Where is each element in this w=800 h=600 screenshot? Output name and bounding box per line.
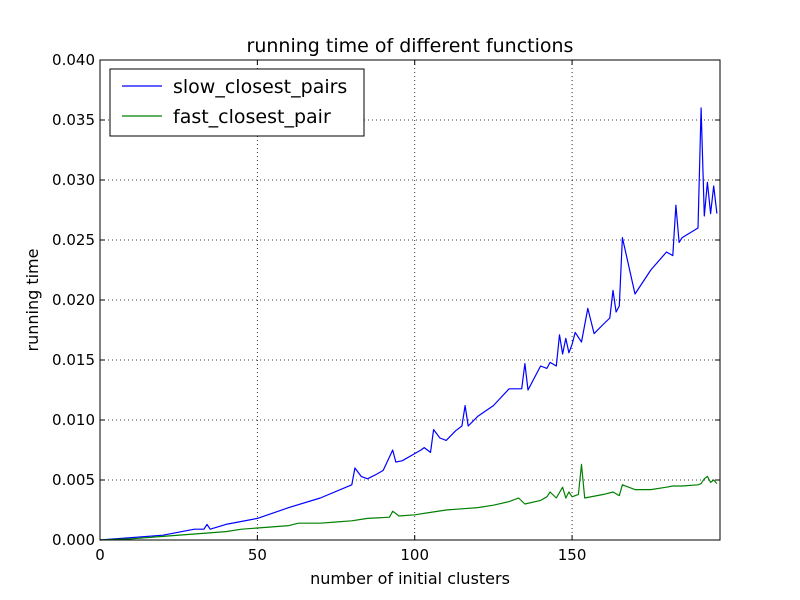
y-axis-label: running time — [23, 249, 42, 352]
x-tick-label: 50 — [248, 546, 267, 564]
series-line-slow-closest-pairs — [99, 107, 718, 541]
y-tick-label: 0.010 — [52, 411, 95, 429]
legend-label-slow-closest-pairs: slow_closest_pairs — [173, 76, 347, 98]
legend-label-fast-closest-pair: fast_closest_pair — [173, 106, 331, 128]
grid — [100, 60, 720, 540]
x-axis-label: number of initial clusters — [310, 569, 510, 588]
y-tick-label: 0.030 — [52, 171, 95, 189]
y-tick-label: 0.015 — [52, 351, 95, 369]
x-tick-label: 100 — [400, 546, 429, 564]
series-lines — [99, 107, 718, 541]
x-tick-label: 150 — [558, 546, 587, 564]
y-tick-labels: 0.000 0.005 0.010 0.015 0.020 0.025 0.030 0.035… — [52, 51, 95, 549]
x-tick-labels: 0 50 100 150 — [95, 546, 586, 564]
y-tick-label: 0.000 — [52, 531, 95, 549]
x-tick-label: 0 — [95, 546, 105, 564]
chart-title: running time of different functions — [247, 35, 574, 57]
series-line-fast-closest-pair — [99, 463, 718, 541]
axis-ticks — [99, 59, 720, 541]
y-tick-label: 0.020 — [52, 291, 95, 309]
y-tick-label: 0.005 — [52, 471, 95, 489]
legend: slow_closest_pairs fast_closest_pair — [109, 68, 365, 137]
y-tick-label: 0.040 — [52, 51, 95, 69]
y-tick-label: 0.035 — [52, 111, 95, 129]
y-tick-label: 0.025 — [52, 231, 95, 249]
legend-box — [109, 68, 365, 137]
